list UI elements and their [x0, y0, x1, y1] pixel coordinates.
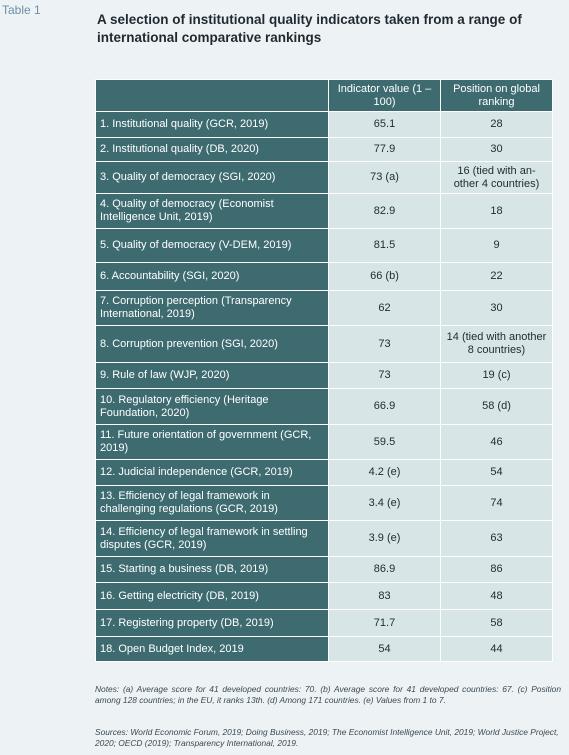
value-cell: 30 [440, 137, 553, 162]
table: Indicator value (1 – 100) Position on gl… [95, 79, 553, 662]
value-cell: 74 [440, 485, 553, 521]
header-row: Indicator value (1 – 100) Position on gl… [95, 79, 553, 112]
indicator-cell: 2. Institutional quality (DB, 2020) [95, 137, 329, 162]
value-cell: 73 [328, 362, 441, 389]
value-cell: 86.9 [328, 556, 441, 583]
value-cell: 71.7 [328, 609, 441, 637]
value-cell: 58 [440, 609, 553, 637]
indicator-cell: 16. Getting electricity (DB, 2019) [95, 582, 329, 610]
table-row: 11. Future orientation of government (GC… [95, 424, 553, 460]
value-cell: 86 [440, 556, 553, 583]
value-cell: 44 [440, 636, 553, 662]
value-cell: 66.9 [328, 388, 441, 425]
value-cell: 19 (c) [440, 362, 553, 389]
value-cell: 63 [440, 520, 553, 557]
header-cell: Indicator value (1 – 100) [328, 79, 441, 112]
value-cell: 77.9 [328, 137, 441, 162]
indicator-cell: 9. Rule of law (WJP, 2020) [95, 362, 329, 389]
table-body: 1. Institutional quality (GCR, 2019) 65.1… [95, 111, 553, 662]
value-cell: 59.5 [328, 424, 441, 460]
value-cell: 65.1 [328, 111, 441, 138]
value-cell: 9 [440, 228, 553, 263]
value-cell: 3.4 (e) [328, 485, 441, 521]
table-row: 14. Efficiency of legal framework in set… [95, 520, 553, 557]
indicator-cell: 18. Open Budget Index, 2019 [95, 636, 329, 662]
value-cell: 73 (a) [328, 161, 441, 194]
value-cell: 62 [328, 290, 441, 326]
value-cell: 28 [440, 111, 553, 138]
header-cell [95, 79, 329, 112]
indicator-cell: 10. Regulatory efficiency (Heritage Foun… [95, 388, 329, 425]
value-cell: 66 (b) [328, 262, 441, 291]
value-cell: 14 (tied with another 8 countries) [440, 325, 553, 363]
value-cell: 18 [440, 193, 553, 229]
indicator-cell: 5. Quality of democracy (V-DEM, 2019) [95, 228, 329, 263]
value-cell: 48 [440, 582, 553, 610]
table-row: 10. Regulatory efficiency (Heritage Foun… [95, 388, 553, 425]
value-cell: 3.9 (e) [328, 520, 441, 557]
header-cell: Position on global ranking [440, 79, 553, 112]
table-row: 13. Efficiency of legal framework in cha… [95, 485, 553, 521]
title: A selection of institutional quality ind… [97, 12, 522, 45]
value-cell: 4.2 (e) [328, 459, 441, 486]
value-cell: 22 [440, 262, 553, 291]
notes: Notes: (a) Average score for 41 develope… [95, 684, 561, 705]
table-row: 6. Accountability (SGI, 2020) 66 (b) 22 [95, 262, 553, 291]
table-row: 15. Starting a business (DB, 2019) 86.9 86 [95, 556, 553, 583]
value-cell: 73 [328, 325, 441, 363]
table-row: 3. Quality of democracy (SGI, 2020) 73 (a… [95, 161, 553, 194]
value-cell: 54 [328, 636, 441, 662]
indicator-cell: 3. Quality of democracy (SGI, 2020) [95, 161, 329, 194]
indicator-cell: 6. Accountability (SGI, 2020) [95, 262, 329, 291]
indicator-cell: 13. Efficiency of legal framework in cha… [95, 485, 329, 521]
indicator-cell: 12. Judicial independence (GCR, 2019) [95, 459, 329, 486]
indicator-cell: 11. Future orientation of government (GC… [95, 424, 329, 460]
sources: Sources: World Economic Forum, 2019; Doi… [95, 727, 559, 748]
value-cell: 82.9 [328, 193, 441, 229]
table-label: Table 1 [2, 3, 41, 17]
value-cell: 54 [440, 459, 553, 486]
value-cell: 81.5 [328, 228, 441, 263]
table-row: 16. Getting electricity (DB, 2019) 83 48 [95, 582, 553, 610]
indicator-cell: 7. Corruption perception (Transparency I… [95, 290, 329, 326]
table-row: 2. Institutional quality (DB, 2020) 77.9 3… [95, 137, 553, 162]
indicator-cell: 4. Quality of democracy (Economist Intel… [95, 193, 329, 229]
table-row: 4. Quality of democracy (Economist Intel… [95, 193, 553, 229]
table-row: 17. Registering property (DB, 2019) 71.7 5… [95, 609, 553, 637]
table-row: 1. Institutional quality (GCR, 2019) 65.1… [95, 111, 553, 138]
table-row: 7. Corruption perception (Transparency I… [95, 290, 553, 326]
indicator-cell: 1. Institutional quality (GCR, 2019) [95, 111, 329, 138]
indicator-cell: 17. Registering property (DB, 2019) [95, 609, 329, 637]
indicator-cell: 14. Efficiency of legal framework in set… [95, 520, 329, 557]
indicator-cell: 8. Corruption prevention (SGI, 2020) [95, 325, 329, 363]
value-cell: 30 [440, 290, 553, 326]
table-row: 5. Quality of democracy (V-DEM, 2019) 81.… [95, 228, 553, 263]
value-cell: 58 (d) [440, 388, 553, 425]
value-cell: 83 [328, 582, 441, 610]
table-row: 18. Open Budget Index, 2019 54 44 [95, 636, 553, 662]
table-row: 9. Rule of law (WJP, 2020) 73 19 (c) [95, 362, 553, 389]
table-row: 8. Corruption prevention (SGI, 2020) 73 14… [95, 325, 553, 363]
table-row: 12. Judicial independence (GCR, 2019) 4.2… [95, 459, 553, 486]
value-cell: 16 (tied with an-other 4 countries) [440, 161, 553, 194]
value-cell: 46 [440, 424, 553, 460]
indicator-cell: 15. Starting a business (DB, 2019) [95, 556, 329, 583]
